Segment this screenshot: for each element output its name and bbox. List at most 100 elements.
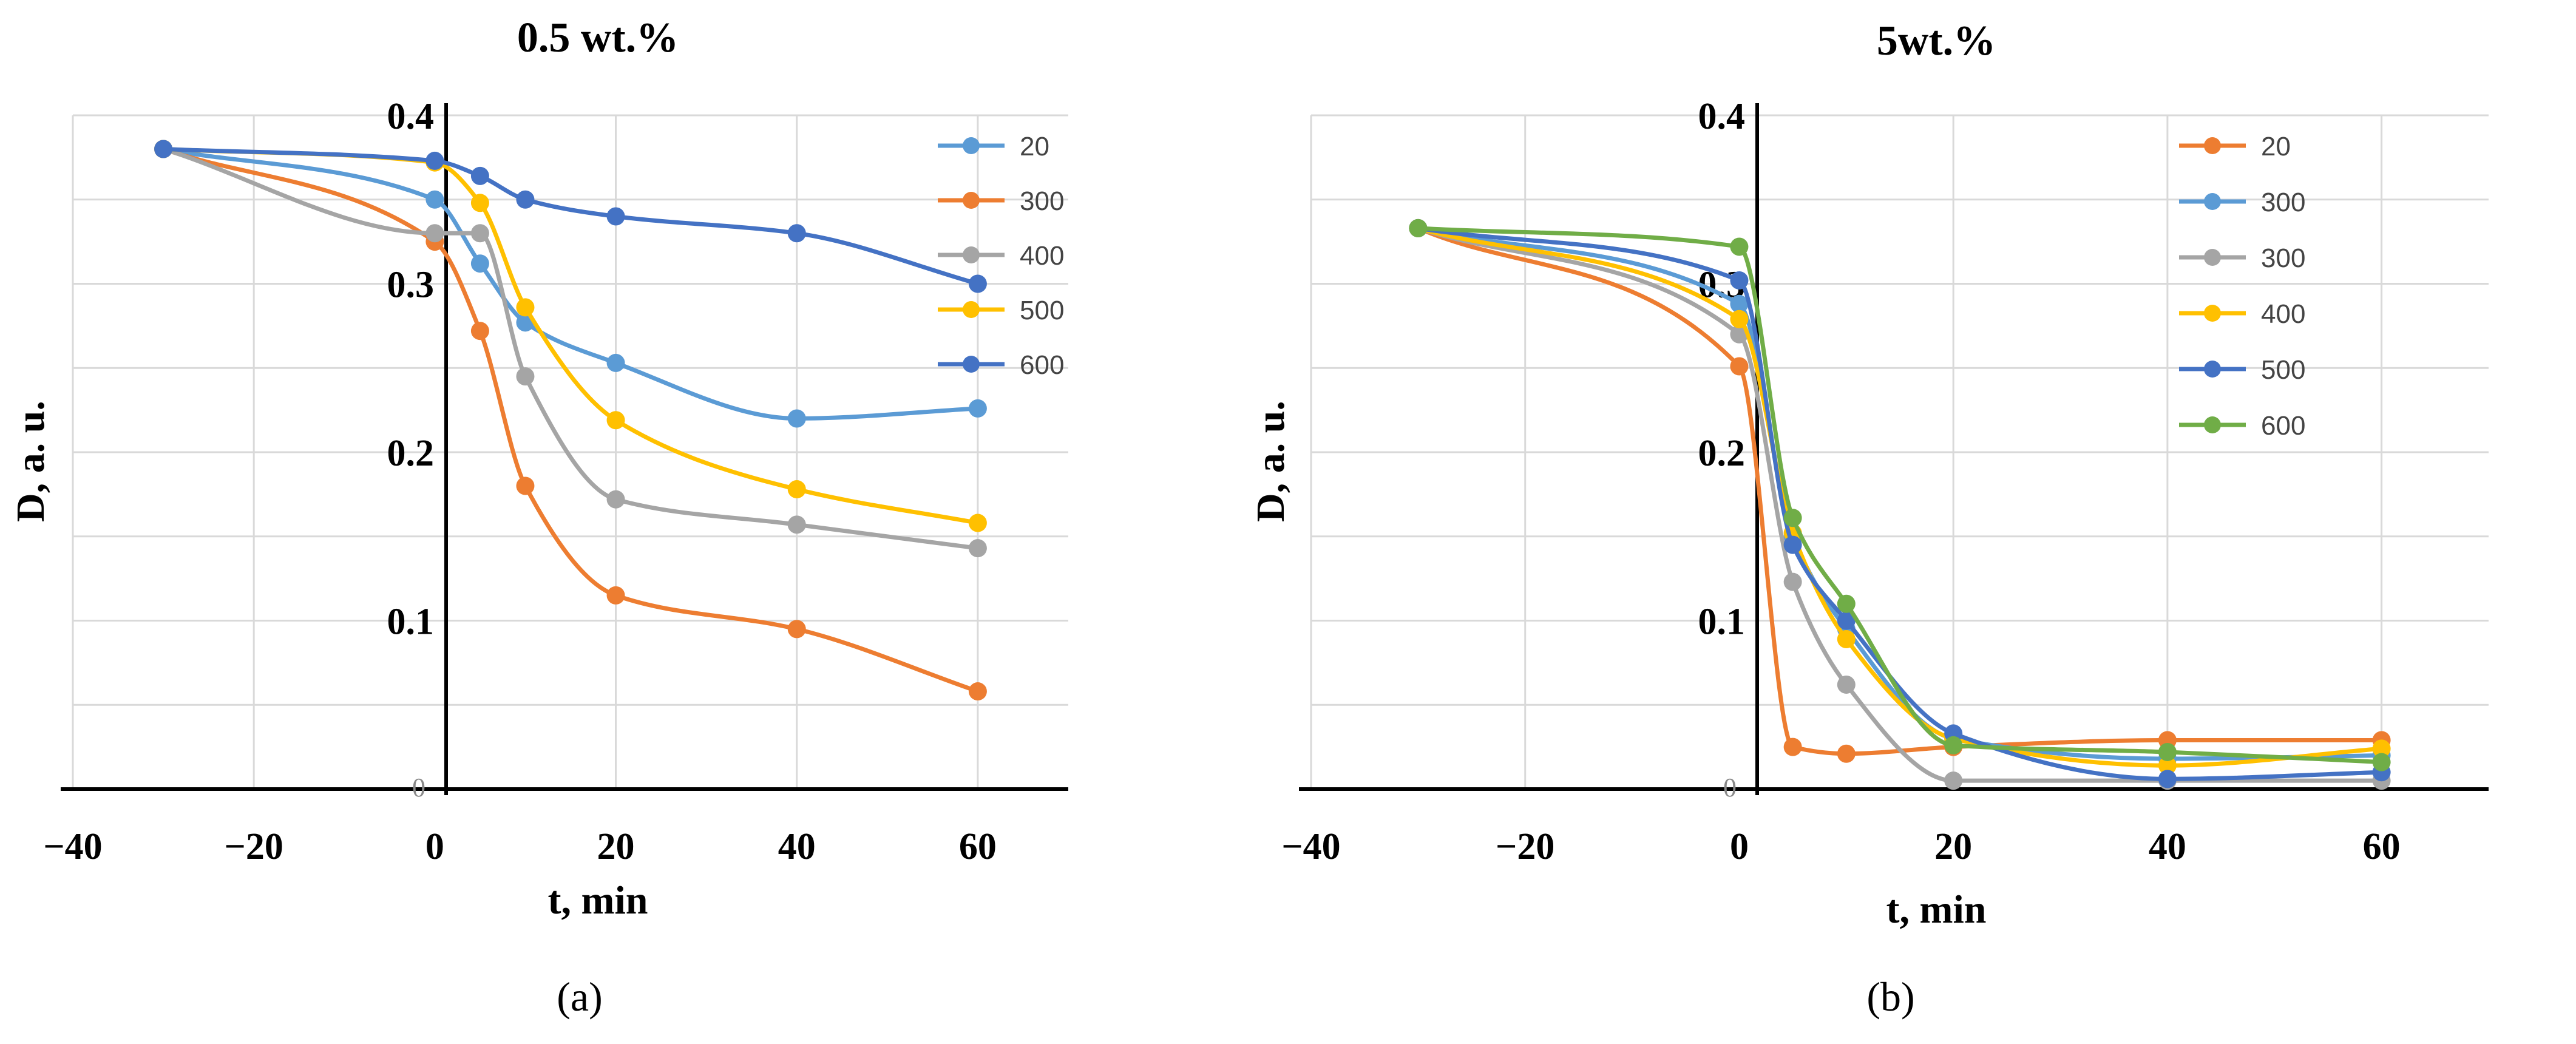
data-point (968, 399, 987, 418)
data-point (516, 190, 535, 209)
legend-entry: 300 (938, 186, 1064, 216)
data-point (2372, 739, 2391, 758)
y-tick-label: 0.4 (387, 96, 435, 137)
legend-marker (2204, 305, 2221, 322)
y-tick-label: 0 (412, 773, 425, 802)
legend-entry: 600 (938, 350, 1064, 380)
series-20 (1409, 219, 2391, 763)
legend-label: 400 (2261, 299, 2305, 329)
legend-label: 300 (2261, 243, 2305, 273)
data-point (516, 476, 535, 495)
chart-title: 5wt.% (1877, 18, 1996, 64)
data-point (425, 224, 444, 243)
data-point (470, 166, 489, 185)
data-point (1944, 736, 1963, 754)
data-point (1837, 744, 1856, 763)
data-point (1730, 357, 1749, 376)
data-point (2158, 742, 2177, 761)
data-point (787, 224, 806, 243)
x-tick-label: 40 (2149, 826, 2186, 867)
data-point (1944, 771, 1963, 790)
y-tick-label: 0.1 (1698, 602, 1746, 643)
series-line (161, 147, 980, 526)
legend-entry: 300 (2179, 188, 2305, 217)
data-point (1837, 675, 1856, 694)
x-axis-label: t, min (1886, 887, 1987, 932)
data-point (787, 409, 806, 428)
legend-marker (963, 137, 980, 154)
data-point (606, 411, 625, 430)
data-point (2158, 756, 2177, 775)
x-axis-label: t, min (548, 878, 648, 923)
data-point (968, 539, 987, 558)
x-tick-label: −40 (43, 826, 102, 867)
x-tick-label: 0 (1730, 826, 1749, 867)
data-point (425, 190, 444, 209)
legend-label: 300 (2261, 188, 2305, 217)
series-400 (154, 140, 987, 558)
data-point (1783, 509, 1802, 527)
data-point (968, 514, 987, 532)
data-point (470, 194, 489, 212)
data-point (516, 367, 535, 386)
legend-marker (2204, 416, 2221, 433)
y-tick-label: 0.2 (1698, 433, 1746, 474)
data-point (1783, 737, 1802, 756)
legend-entry: 400 (938, 241, 1064, 271)
data-point (516, 298, 535, 317)
legend-entry: 600 (2179, 411, 2305, 441)
y-tick-label: 0 (1723, 773, 1737, 802)
legend-label: 500 (1020, 296, 1064, 325)
data-point (968, 682, 987, 701)
legend-label: 500 (2261, 355, 2305, 385)
legend-marker (2204, 193, 2221, 210)
data-point (606, 490, 625, 509)
series-line (1415, 226, 2384, 761)
data-point (2372, 753, 2391, 771)
legend-marker (963, 301, 980, 318)
data-point (2158, 770, 2177, 788)
chart-title: 0.5 wt.% (517, 15, 679, 61)
legend-entry: 20 (2179, 132, 2291, 161)
legend-label: 400 (1020, 241, 1064, 271)
series-line (1415, 226, 2384, 765)
legend-marker (963, 356, 980, 373)
legend-entry: 20 (938, 132, 1049, 161)
data-point (1730, 271, 1749, 290)
legend-label: 600 (1020, 350, 1064, 380)
series-600 (1409, 219, 2391, 771)
series-line (161, 147, 980, 694)
legend-label: 20 (2261, 132, 2291, 161)
data-point (1783, 572, 1802, 591)
legend-marker (963, 246, 980, 263)
x-tick-label: 40 (778, 826, 816, 867)
legend-label: 600 (2261, 411, 2305, 441)
data-point (606, 207, 625, 226)
legend-marker (2204, 137, 2221, 154)
legend-entry: 300 (2179, 243, 2305, 273)
data-point (1837, 611, 1856, 630)
data-point (787, 515, 806, 534)
data-point (1730, 237, 1749, 256)
data-point (787, 480, 806, 499)
data-point (425, 151, 444, 170)
legend-label: 20 (1020, 132, 1049, 161)
x-tick-label: 20 (1934, 826, 1972, 867)
data-point (606, 353, 625, 372)
legend-marker (2204, 249, 2221, 266)
data-point (1730, 294, 1749, 313)
data-point (154, 140, 173, 158)
series-line (1415, 226, 2384, 756)
x-tick-label: −20 (1496, 826, 1554, 867)
panel-label: (a) (557, 974, 602, 1020)
series-300 (154, 140, 987, 701)
data-point (470, 322, 489, 341)
data-point (606, 586, 625, 605)
data-point (1730, 310, 1749, 328)
series-600 (154, 140, 987, 293)
legend-entry: 500 (2179, 355, 2305, 385)
x-tick-label: 60 (2363, 826, 2401, 867)
